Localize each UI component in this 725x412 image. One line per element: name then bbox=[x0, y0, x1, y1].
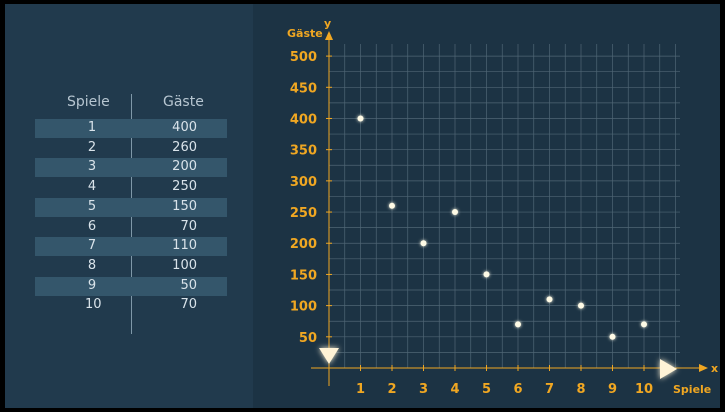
x-axis-title: Spiele bbox=[673, 383, 711, 396]
y-tick-label: 250 bbox=[290, 206, 317, 221]
data-points bbox=[357, 115, 647, 340]
table-cell-spiele: 2 bbox=[87, 139, 97, 155]
table-cell-spiele: 5 bbox=[87, 198, 97, 214]
slide: Spiele Gäste 1 400 2 260 3 200 4 250 5 150 6 70 7 110… bbox=[5, 4, 720, 408]
chart-panel: 1 2 3 4 5 6 7 8 9 10 50 100 150 200 250 300 350 400 450 500… bbox=[253, 4, 720, 408]
y-tick-label: 400 bbox=[290, 112, 317, 127]
table-row: 6 70 bbox=[35, 218, 227, 237]
y-tick-label: 500 bbox=[290, 50, 317, 65]
data-point bbox=[609, 333, 616, 340]
grid bbox=[328, 44, 680, 369]
table-cell-gaeste: 260 bbox=[172, 139, 197, 155]
table-cell-spiele: 8 bbox=[87, 257, 97, 273]
table-row: 4 250 bbox=[35, 178, 227, 197]
table-row: 8 100 bbox=[35, 257, 227, 276]
data-point bbox=[452, 209, 458, 216]
table-cell-gaeste: 50 bbox=[180, 277, 197, 293]
table-row: 7 110 bbox=[35, 237, 227, 257]
x-tick-label: 6 bbox=[513, 382, 522, 397]
y-axis-title: Gäste bbox=[287, 27, 323, 40]
table-cell-gaeste: 150 bbox=[172, 198, 197, 214]
x-axis-arrowhead bbox=[699, 364, 708, 372]
data-point bbox=[420, 240, 427, 247]
x-tick-label: 9 bbox=[608, 382, 617, 397]
x-tick-label: 7 bbox=[545, 382, 554, 397]
y-tick-label: 300 bbox=[290, 175, 317, 190]
y-axis-arrowhead bbox=[325, 31, 333, 40]
x-tick-label: 2 bbox=[387, 382, 396, 397]
table-cell-gaeste: 200 bbox=[172, 159, 197, 175]
table-cell-spiele: 10 bbox=[85, 297, 102, 313]
data-point bbox=[357, 115, 364, 122]
data-point bbox=[641, 321, 647, 328]
data-point bbox=[515, 321, 521, 328]
data-point bbox=[546, 296, 553, 303]
table-row: 1 400 bbox=[35, 119, 227, 138]
x-axis-variable: x bbox=[711, 362, 718, 375]
y-tick-label: 150 bbox=[290, 268, 317, 283]
table-cell-gaeste: 110 bbox=[172, 238, 197, 254]
table-header-spiele: Spiele bbox=[67, 94, 110, 110]
table-row: 9 50 bbox=[35, 276, 227, 296]
table-panel: Spiele Gäste 1 400 2 260 3 200 4 250 5 150 6 70 7 110… bbox=[5, 4, 253, 408]
x-tick-label: 4 bbox=[450, 382, 459, 397]
y-axis-variable: y bbox=[324, 17, 331, 30]
table-cell-spiele: 7 bbox=[87, 238, 97, 254]
table-cell-spiele: 3 bbox=[87, 159, 97, 175]
table-header-gaeste: Gäste bbox=[163, 94, 204, 110]
table-cell-gaeste: 400 bbox=[172, 120, 197, 135]
y-tick-label: 450 bbox=[290, 81, 317, 96]
x-tick-label: 1 bbox=[356, 382, 365, 397]
glow-arrowhead-right bbox=[660, 359, 677, 379]
table-row: 3 200 bbox=[35, 158, 227, 178]
table-cell-gaeste: 70 bbox=[180, 297, 197, 313]
glow-arrowhead-down bbox=[319, 348, 339, 364]
table-cell-spiele: 6 bbox=[87, 218, 97, 234]
x-tick-label: 10 bbox=[635, 382, 653, 397]
x-tick-label: 3 bbox=[419, 382, 428, 397]
table-row: 2 260 bbox=[35, 139, 227, 158]
table-row: 5 150 bbox=[35, 197, 227, 217]
table-cell-gaeste: 100 bbox=[172, 257, 197, 273]
y-tick-label: 50 bbox=[299, 331, 317, 346]
table-cell-spiele: 1 bbox=[87, 120, 97, 135]
x-tick-label: 5 bbox=[482, 382, 491, 397]
y-tick-label: 200 bbox=[290, 237, 317, 252]
data-point bbox=[483, 271, 490, 278]
table-cell-gaeste: 70 bbox=[180, 218, 197, 234]
y-tick-label: 100 bbox=[290, 300, 317, 315]
tick-labels: 1 2 3 4 5 6 7 8 9 10 50 100 150 200 250 300 350 400 450 500 bbox=[290, 50, 653, 397]
y-tick-label: 350 bbox=[290, 144, 317, 159]
data-point bbox=[578, 302, 584, 309]
data-point bbox=[389, 202, 395, 209]
table-cell-gaeste: 250 bbox=[172, 179, 197, 195]
scatter-chart: 1 2 3 4 5 6 7 8 9 10 50 100 150 200 250 300 350 400 450 500… bbox=[287, 17, 718, 397]
table-row: 10 70 bbox=[35, 296, 227, 315]
table-cell-spiele: 4 bbox=[87, 179, 97, 195]
axes bbox=[311, 31, 708, 386]
x-tick-label: 8 bbox=[576, 382, 585, 397]
table-cell-spiele: 9 bbox=[87, 277, 97, 293]
